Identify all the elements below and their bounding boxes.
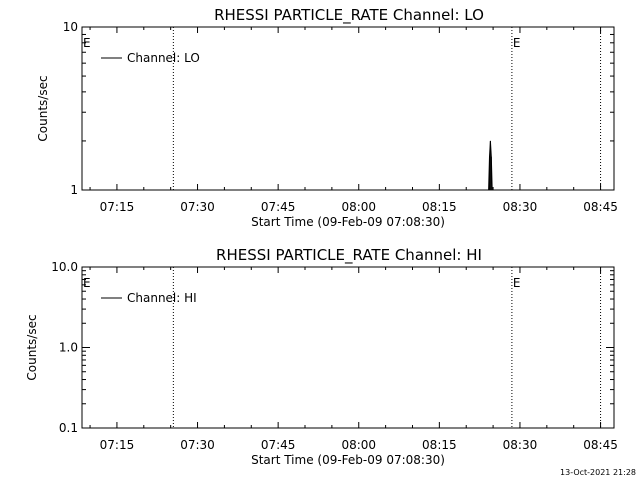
x-tick-label: 08:15 bbox=[422, 438, 457, 452]
y-tick-label: 1.0 bbox=[59, 341, 78, 355]
chart-title: RHESSI PARTICLE_RATE Channel: HI bbox=[216, 246, 482, 265]
x-tick-label: 08:45 bbox=[583, 200, 618, 214]
y-tick-label: 10.0 bbox=[51, 260, 78, 274]
x-tick-label: 07:45 bbox=[261, 200, 296, 214]
x-tick-label: 08:30 bbox=[503, 200, 538, 214]
x-tick-label: 08:00 bbox=[341, 438, 376, 452]
x-tick-label: 07:30 bbox=[180, 438, 215, 452]
y-axis-label: Counts/sec bbox=[25, 314, 39, 380]
y-tick-label: 0.1 bbox=[59, 421, 78, 435]
x-tick-label: 07:15 bbox=[100, 200, 135, 214]
x-axis-label: Start Time (09-Feb-09 07:08:30) bbox=[251, 215, 445, 229]
plot-frame bbox=[81, 26, 615, 191]
legend-entry: Channel: HI bbox=[127, 291, 197, 305]
x-tick-label: 08:15 bbox=[422, 200, 457, 214]
x-tick-label: 08:30 bbox=[503, 438, 538, 452]
chart-title: RHESSI PARTICLE_RATE Channel: LO bbox=[214, 6, 484, 25]
event-marker-label: E bbox=[513, 36, 521, 50]
y-tick-label: 10 bbox=[63, 20, 78, 34]
y-axis-label: Counts/sec bbox=[36, 75, 50, 141]
x-axis-label: Start Time (09-Feb-09 07:08:30) bbox=[251, 453, 445, 467]
x-tick-label: 08:45 bbox=[583, 438, 618, 452]
legend-entry: Channel: LO bbox=[127, 51, 200, 65]
x-tick-label: 07:45 bbox=[261, 438, 296, 452]
x-tick-label: 07:15 bbox=[100, 438, 135, 452]
x-tick-label: 08:00 bbox=[341, 200, 376, 214]
event-marker-label: E bbox=[513, 276, 521, 290]
event-marker-label: E bbox=[83, 36, 91, 50]
y-tick-label: 1 bbox=[70, 183, 78, 197]
footer-timestamp: 13-Oct-2021 21:28 bbox=[560, 468, 636, 477]
x-tick-label: 07:30 bbox=[180, 200, 215, 214]
event-marker-label: E bbox=[83, 276, 91, 290]
